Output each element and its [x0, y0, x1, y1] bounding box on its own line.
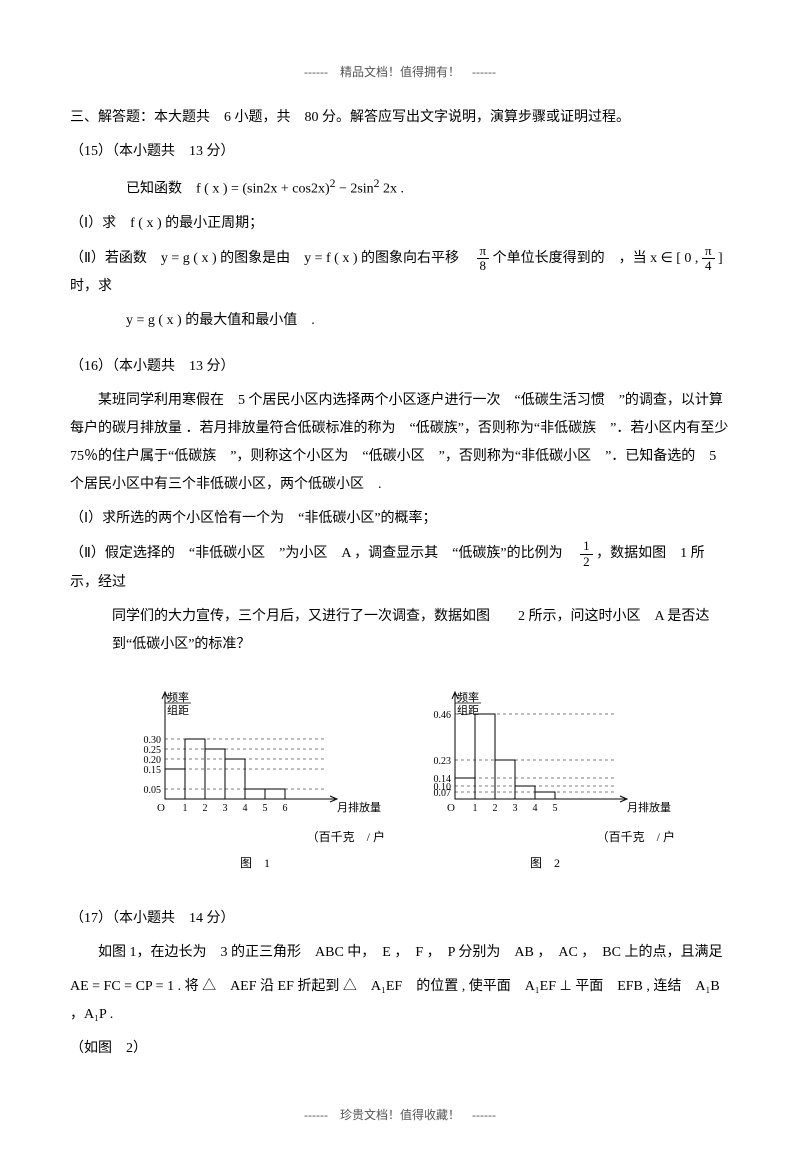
svg-text:月排放量: 月排放量 [337, 800, 381, 814]
svg-text:3: 3 [513, 803, 518, 814]
q15-func-b: − 2sin [335, 182, 373, 197]
frac-pi-8: π8 [477, 244, 490, 274]
q15-func-a: 已知函数 f ( x ) = (sin2x + cos2x) [126, 182, 330, 197]
q17-body1: 如图 1，在边长为 3 的正三角形 ABC 中， E ， F ， P 分别为 A… [70, 939, 730, 967]
frac-1-2: 12 [580, 539, 593, 569]
chart1-caption: 图 1 [125, 851, 385, 875]
chart2-xlabel-b: （百千克 / 户 [415, 825, 675, 849]
q15-p2-b: 个单位长度得到的 ，当 x ∈ [ 0 , [493, 251, 702, 266]
svg-text:组距: 组距 [167, 703, 189, 717]
svg-text:0.25: 0.25 [144, 745, 162, 756]
chart1-xlabel-b: （百千克 / 户 [125, 825, 385, 849]
q16-part1: （Ⅰ）求所选的两个小区恰有一个为 “非低碳小区”的概率； [70, 505, 730, 533]
section-intro: 三、解答题：本大题共 6 小题，共 80 分。解答应写出文字说明，演算步骤或证明… [70, 104, 730, 132]
svg-text:3: 3 [223, 803, 228, 814]
svg-text:0.14: 0.14 [434, 774, 452, 785]
q16-p2-c: 同学们的大力宣传，三个月后，又进行了一次调查，数据如图 2 所示，问这时小区 A… [70, 603, 730, 659]
svg-text:6: 6 [283, 803, 288, 814]
chart-2: 频率组距0.070.100.140.230.4612345O月排放量 （百千克 … [415, 689, 675, 875]
svg-text:4: 4 [533, 803, 538, 814]
charts-row: 频率组距0.050.150.200.250.30123456O月排放量 （百千克… [70, 689, 730, 875]
svg-text:0.23: 0.23 [434, 756, 452, 767]
frac-pi-4: π4 [702, 244, 715, 274]
svg-text:O: O [157, 802, 165, 814]
q15-part1: （Ⅰ）求 f ( x ) 的最小正周期； [70, 210, 730, 238]
chart2-caption: 图 2 [415, 851, 675, 875]
chart-1: 频率组距 0.05 0.150.200.250.30 1 2 3 4 5 6 O 月排放量 （百千克… [125, 689, 385, 875]
svg-text:0.30: 0.30 [144, 735, 162, 746]
svg-text:0.15: 0.15 [144, 765, 162, 776]
q15-p2-d: y = g ( x ) 的最大值和最小值 . [70, 307, 730, 335]
page-header: ------ 精品文档！值得拥有！ ------ [70, 60, 730, 84]
q16-part2: （Ⅱ）假定选择的 “非低碳小区 ”为小区 A ，调查显示其 “低碳族”的比例为 … [70, 539, 730, 597]
q15-p2-a: （Ⅱ）若函数 y = g ( x ) 的图象是由 y = f ( x ) 的图象… [70, 251, 473, 266]
svg-text:5: 5 [553, 803, 558, 814]
q16-head: （16）（本小题共 13 分） [70, 353, 730, 381]
q15-part2: （Ⅱ）若函数 y = g ( x ) 的图象是由 y = f ( x ) 的图象… [70, 244, 730, 302]
svg-text:1: 1 [473, 803, 478, 814]
chart-2-svg: 频率组距0.070.100.140.230.4612345O月排放量 [415, 689, 675, 829]
q15-func: 已知函数 f ( x ) = (sin2x + cos2x)2 − 2sin2 … [70, 172, 730, 204]
svg-text:2: 2 [493, 803, 498, 814]
svg-text:月排放量: 月排放量 [627, 800, 671, 814]
svg-text:5: 5 [263, 803, 268, 814]
svg-text:1: 1 [183, 803, 188, 814]
q15-func-c: 2x . [380, 182, 405, 197]
svg-text:组距: 组距 [457, 703, 479, 717]
svg-text:频率: 频率 [457, 690, 479, 704]
svg-text:0.05: 0.05 [144, 785, 162, 796]
q15-head: （15）（本小题共 13 分） [70, 138, 730, 166]
q17-body2: AE = FC = CP = 1 . 将 △ AEF 沿 EF 折起到 △ A₁… [70, 973, 730, 1029]
q17-body3: （如图 2） [70, 1035, 730, 1063]
chart-1-svg: 频率组距 0.05 0.150.200.250.30 1 2 3 4 5 6 O 月排放量 [125, 689, 385, 829]
q16-p2-a: （Ⅱ）假定选择的 “非低碳小区 ”为小区 A ，调查显示其 “低碳族”的比例为 [70, 546, 577, 561]
svg-text:2: 2 [203, 803, 208, 814]
svg-text:频率: 频率 [167, 690, 189, 704]
svg-text:0.20: 0.20 [144, 755, 162, 766]
page-footer: ------ 珍贵文档！值得收藏！ ------ [70, 1103, 730, 1127]
q16-body: 某班同学利用寒假在 5 个居民小区内选择两个小区逐户进行一次 “低碳生活习惯 ”… [70, 387, 730, 499]
svg-text:0.46: 0.46 [434, 710, 452, 721]
q17-head: （17）（本小题共 14 分） [70, 905, 730, 933]
svg-text:4: 4 [243, 803, 248, 814]
svg-text:O: O [447, 802, 455, 814]
